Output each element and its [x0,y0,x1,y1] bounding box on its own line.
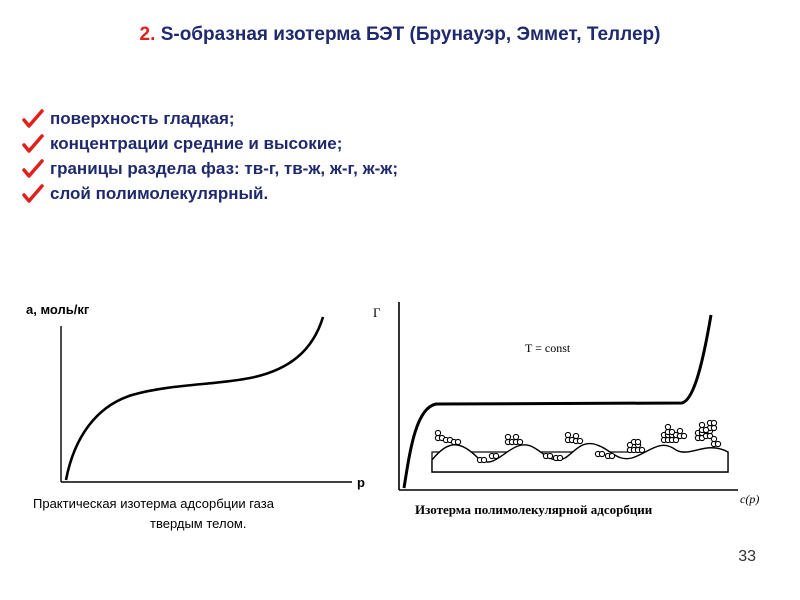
caption: Изотерма полимолекулярной адсорбции [415,502,653,517]
molecule [680,432,688,440]
bullet-item: концентрации средние и высокие; [22,131,398,156]
slide-title: 2. S-образная изотерма БЭТ (Брунауэр, Эм… [0,24,800,46]
x-axis-label: p [357,475,365,490]
bullet-item: границы раздела фаз: тв-г, тв-ж, ж-г, ж-… [22,156,398,181]
isotherm-curve [64,316,325,481]
bullet-text: границы раздела фаз: тв-г, тв-ж, ж-г, ж-… [50,159,399,178]
molecule [710,424,718,432]
molecule [546,452,554,460]
y-axis-label: а, моль/кг [26,302,90,317]
checkmark-icon [22,133,44,153]
molecule [676,427,684,435]
molecule [608,452,616,460]
molecule [634,438,642,446]
bullet-text: слой полимолекулярный. [50,184,269,203]
surface-profile [431,442,729,473]
title-number: 2. [139,24,156,45]
bullet-text: концентрации средние и высокие; [50,134,343,153]
caption-line2: твердым телом. [150,516,246,531]
molecule [492,452,500,460]
molecule [564,431,572,439]
molecule [598,450,606,458]
molecule [626,441,634,449]
molecule [572,432,580,440]
caption-line1: Практическая изотерма адсорбции газа [33,496,275,511]
molecule [668,428,676,436]
molecule [512,433,520,441]
molecule [480,456,488,464]
molecule [664,423,672,431]
molecule [714,440,722,448]
checkmark-icon [22,158,44,178]
molecule [504,433,512,441]
polymolecular-isotherm-figure: Г c(p) T = const Изотерма полимолекулярн… [373,302,759,517]
molecule [638,446,646,454]
molecule [710,435,718,443]
molecule [576,437,584,445]
adsorption-layers-illustration [431,419,729,473]
bullet-list: поверхность гладкая; концентрации средни… [22,106,398,206]
page-number: 33 [738,548,756,565]
bullet-text: поверхность гладкая; [50,109,235,128]
molecule [434,429,442,437]
y-axis-label: Г [373,305,381,320]
adsorbed-molecules [434,419,722,464]
molecule [698,421,706,429]
checkmark-icon [22,183,44,203]
molecule [454,438,462,446]
bullet-item: слой полимолекулярный. [22,181,398,206]
x-axis-label: c(p) [740,492,759,506]
bullet-item: поверхность гладкая; [22,106,398,131]
molecule [710,419,718,427]
molecule [702,426,710,434]
title-text: S-образная изотерма БЭТ (Брунауэр, Эммет… [160,24,661,45]
isotherm-curve [402,314,713,489]
condition-label: T = const [525,341,571,355]
practical-isotherm-figure: а, моль/кг p Практическая изотерма адсор… [26,302,365,531]
molecule [556,454,564,462]
checkmark-icon [22,108,44,128]
molecule [516,438,524,446]
